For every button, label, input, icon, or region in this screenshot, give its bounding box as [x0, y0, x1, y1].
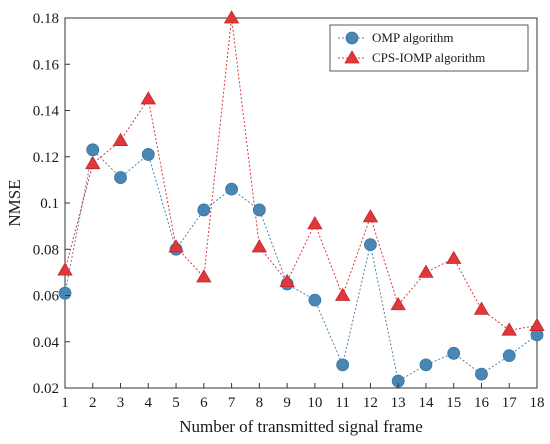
x-tick-label: 13 — [391, 395, 406, 411]
y-axis-label: NMSE — [5, 179, 24, 226]
x-tick-label: 4 — [145, 395, 153, 411]
x-tick-label: 2 — [89, 395, 97, 411]
legend: OMP algorithm CPS-IOMP algorithm — [329, 24, 529, 72]
data-point-omp — [308, 293, 322, 307]
x-axis-label: Number of transmitted signal frame — [179, 417, 423, 436]
data-point-omp — [502, 349, 516, 363]
data-point-omp — [336, 358, 350, 372]
x-tick-label: 1 — [61, 395, 69, 411]
x-tick-label: 8 — [256, 395, 264, 411]
x-tick-label: 15 — [446, 395, 461, 411]
x-tick-label: 7 — [228, 395, 236, 411]
data-point-omp — [447, 346, 461, 360]
data-point-cps-iomp — [473, 301, 490, 315]
y-tick-label: 0.08 — [33, 242, 59, 258]
legend-marker-cps-iomp — [344, 50, 360, 64]
x-tick-label: 14 — [418, 395, 434, 411]
data-point-cps-iomp — [529, 317, 545, 331]
data-point-cps-iomp — [57, 262, 73, 276]
x-tick-label: 6 — [200, 395, 208, 411]
data-point-cps-iomp — [223, 10, 240, 24]
y-tick-label: 0.1 — [40, 196, 59, 212]
data-point-omp — [364, 238, 377, 252]
y-tick-label: 0.18 — [33, 11, 59, 27]
legend-marker-omp — [345, 31, 359, 45]
data-point-omp — [141, 148, 155, 161]
y-tick-label: 0.06 — [33, 289, 60, 305]
x-tick-label: 18 — [530, 395, 545, 411]
x-axis: 1 2 3 4 5 6 7 8 9 10 11 12 13 14 15 16 17 18 — [61, 383, 545, 411]
x-tick-label: 5 — [172, 395, 180, 411]
x-tick-label: 16 — [474, 395, 490, 411]
data-point-cps-iomp — [251, 239, 268, 253]
data-point-cps-iomp — [168, 239, 184, 253]
y-tick-label: 0.12 — [33, 150, 59, 166]
legend-label-cps-iomp: CPS-IOMP algorithm — [372, 50, 485, 65]
series-markers — [57, 10, 545, 388]
y-tick-label: 0.02 — [33, 381, 59, 397]
y-tick-label: 0.14 — [33, 104, 60, 120]
x-tick-label: 11 — [335, 395, 349, 411]
x-tick-label: 12 — [363, 395, 378, 411]
series-lines — [64, 17, 538, 382]
data-point-cps-iomp — [446, 250, 462, 264]
x-tick-label: 3 — [117, 395, 125, 411]
data-point-omp — [252, 203, 266, 217]
legend-label-omp: OMP algorithm — [372, 30, 454, 45]
data-point-omp — [197, 203, 211, 217]
y-tick-label: 0.16 — [33, 57, 60, 73]
x-tick-label: 10 — [307, 395, 322, 411]
data-point-omp — [114, 171, 127, 184]
x-tick-label: 17 — [502, 395, 518, 411]
data-point-cps-iomp — [418, 264, 434, 278]
x-tick-label: 9 — [283, 395, 291, 411]
data-point-omp — [475, 367, 488, 381]
data-point-omp — [225, 182, 238, 196]
data-point-omp — [58, 286, 72, 300]
data-point-cps-iomp — [85, 155, 101, 170]
series-line-omp — [64, 148, 538, 382]
plot-area — [64, 17, 538, 389]
data-point-cps-iomp — [501, 322, 517, 336]
y-axis: 0.02 0.04 0.06 0.08 0.1 0.12 0.14 0.16 0.18 — [33, 11, 70, 397]
data-point-cps-iomp — [196, 269, 212, 283]
data-point-cps-iomp — [362, 209, 379, 223]
data-point-cps-iomp — [307, 216, 323, 230]
data-point-omp — [86, 143, 100, 157]
data-point-cps-iomp — [390, 296, 406, 311]
y-tick-label: 0.04 — [33, 335, 60, 351]
data-point-cps-iomp — [140, 91, 156, 105]
data-point-cps-iomp — [279, 273, 295, 288]
data-point-omp — [419, 358, 433, 372]
data-point-cps-iomp — [334, 287, 351, 301]
legend-box — [329, 24, 529, 72]
data-point-cps-iomp — [112, 132, 129, 146]
